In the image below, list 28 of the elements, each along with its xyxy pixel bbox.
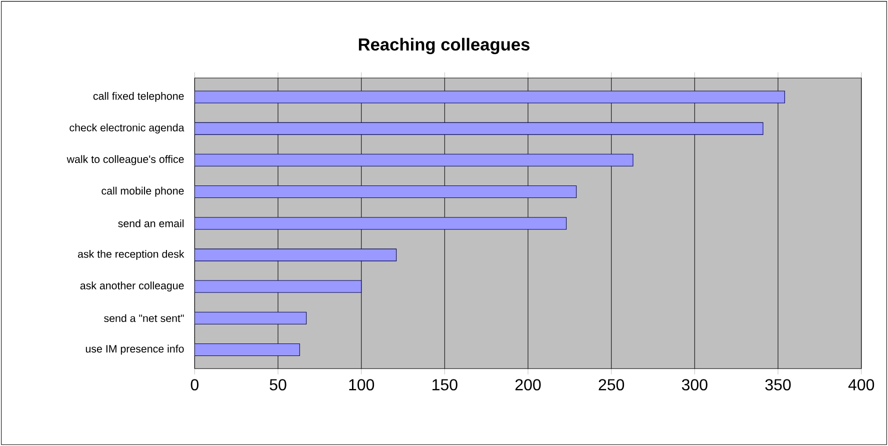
x-tick-label: 250 [598,379,624,390]
chart-title: Reaching colleagues [358,38,530,54]
bar [194,122,764,135]
bar [194,343,300,356]
bar [194,185,577,198]
x-tick-label: 200 [515,379,541,390]
y-tick-label: ask the reception desk [78,250,184,260]
y-tick-label: send a "net sent" [104,314,184,322]
x-tick-label: 150 [432,379,458,390]
y-tick-label: use IM presence info [86,344,184,355]
x-tick-label: 300 [682,379,708,390]
y-tick-label: ask another colleague [80,282,184,292]
y-tick-label: check electronic agenda [70,124,184,134]
x-tick-label: 400 [848,379,874,390]
y-tick-label: call mobile phone [102,186,184,197]
bar [194,280,362,293]
x-tick-label: 350 [765,379,791,390]
y-tick-label: send an email [118,219,184,228]
y-tick-label: call fixed telephone [93,92,184,102]
x-tick-label: 0 [190,379,198,390]
x-tick-label: 100 [349,379,374,390]
bar [194,90,785,104]
y-tick-label: walk to colleague's office [66,155,184,166]
x-tick-label: 50 [270,379,286,390]
bar [194,217,567,230]
bar [194,154,634,166]
bar [194,248,397,262]
bar [194,312,307,324]
